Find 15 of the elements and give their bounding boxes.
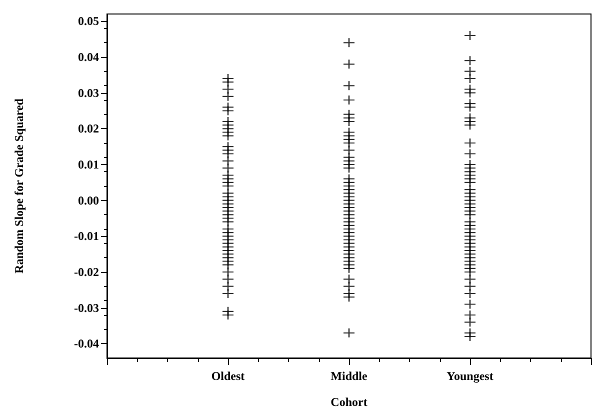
y-tick-label: 0.01 — [78, 158, 99, 172]
y-tick-label: 0.05 — [78, 14, 99, 28]
x-tick-label: Oldest — [211, 369, 245, 383]
y-tick-label: 0.04 — [78, 50, 99, 64]
y-tick-label: -0.02 — [74, 265, 99, 279]
x-tick-label: Youngest — [446, 369, 494, 383]
x-tick-label: Middle — [330, 369, 368, 383]
y-axis-title: Random Slope for Grade Squared — [12, 98, 26, 274]
y-tick-label: -0.03 — [74, 300, 99, 315]
y-tick-label: -0.01 — [74, 229, 99, 244]
y-tick-label: 0.03 — [78, 86, 99, 100]
y-tick-label: 0.00 — [78, 193, 99, 208]
x-axis-title: Cohort — [330, 395, 368, 409]
y-tick-label: -0.04 — [74, 336, 99, 351]
y-tick-label: 0.02 — [78, 122, 99, 136]
